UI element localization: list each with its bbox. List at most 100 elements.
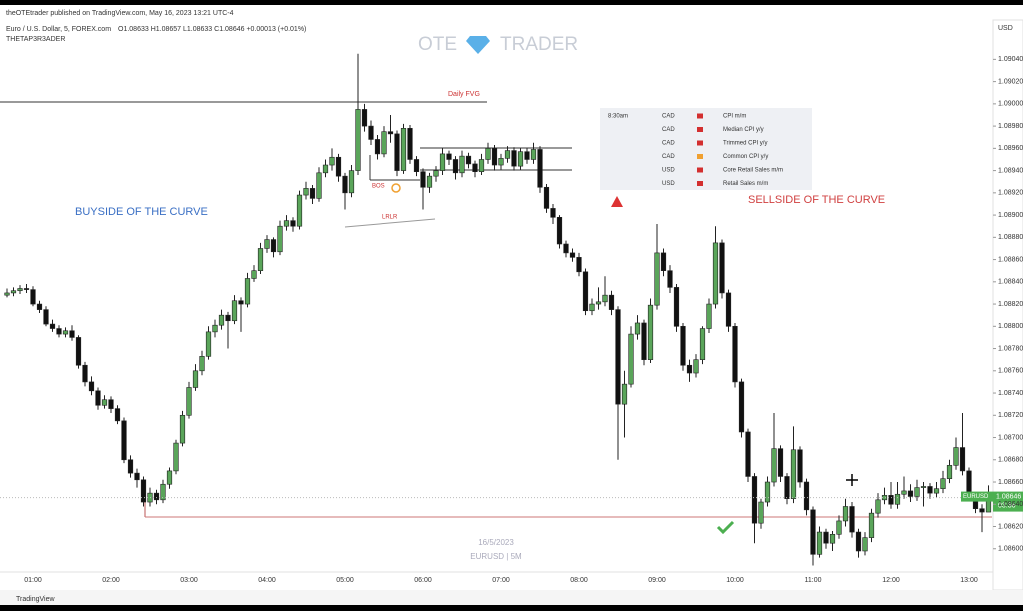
candle-body bbox=[433, 170, 439, 177]
candle-body bbox=[823, 531, 829, 544]
y-tick-label: 1.08700 bbox=[998, 434, 1023, 441]
bulb-icon bbox=[391, 183, 401, 193]
candle-body bbox=[504, 150, 511, 159]
candle-body bbox=[849, 506, 855, 533]
lrlr-line bbox=[344, 218, 436, 228]
candle-body bbox=[23, 288, 30, 290]
x-tick-label: 07:00 bbox=[492, 577, 510, 584]
candle-body bbox=[472, 163, 478, 173]
y-tick-label: 1.08780 bbox=[998, 345, 1023, 352]
calendar-currency: CAD bbox=[662, 154, 675, 160]
calendar: 8:30am CAD CPI m/m CAD Median CPI y/y CAD Trim… bbox=[608, 113, 783, 187]
calendar-currency: USD bbox=[662, 181, 675, 187]
candle-body bbox=[771, 448, 777, 483]
candle-body bbox=[667, 270, 673, 288]
candle-body bbox=[426, 175, 433, 188]
calendar-event: Trimmed CPI y/y bbox=[723, 141, 767, 147]
candle-body bbox=[498, 158, 504, 166]
calendar-event: Common CPI y/y bbox=[723, 154, 768, 160]
candle-body bbox=[30, 289, 36, 305]
candle-body bbox=[166, 470, 173, 485]
candle-body bbox=[621, 383, 628, 405]
x-tick-label: 10:00 bbox=[726, 577, 744, 584]
candle-body bbox=[36, 303, 43, 310]
candle-body bbox=[478, 159, 485, 173]
candle-body bbox=[368, 125, 374, 140]
price-label-group: EURUSD 1.08646 03:36 bbox=[961, 491, 1023, 512]
candle-body bbox=[641, 322, 647, 360]
candle-body bbox=[537, 149, 543, 188]
candle-body bbox=[530, 149, 537, 160]
price-label-symbol-box bbox=[961, 491, 993, 502]
y-tick-label: 1.08740 bbox=[998, 390, 1023, 397]
candle-body bbox=[634, 322, 641, 335]
calendar-impact bbox=[697, 127, 703, 132]
y-tick-label: 1.08840 bbox=[998, 279, 1023, 286]
ohlc-text: O1.08633 H1.08657 L1.08633 C1.08646 +0.0… bbox=[118, 26, 306, 33]
candle-body bbox=[56, 328, 62, 335]
candle-body bbox=[108, 399, 114, 409]
indicator: THETAP3R3ADER bbox=[6, 36, 65, 43]
candle-body bbox=[88, 381, 95, 392]
price-label-countdown: 03:36 bbox=[998, 502, 1016, 509]
candle-body bbox=[257, 248, 264, 271]
candle-body bbox=[95, 390, 101, 406]
candle-body bbox=[251, 270, 257, 279]
fvg-label: Daily FVG bbox=[448, 91, 480, 98]
candle-body bbox=[238, 300, 244, 305]
candle-body bbox=[914, 487, 920, 497]
y-tick-label: 1.08940 bbox=[998, 167, 1023, 174]
x-tick-label: 08:00 bbox=[570, 577, 588, 584]
candle-body bbox=[491, 148, 498, 166]
candle-body bbox=[361, 109, 368, 127]
candle-body bbox=[452, 159, 459, 174]
candle-body bbox=[777, 448, 784, 477]
x-tick-label: 02:00 bbox=[102, 577, 120, 584]
candle-body bbox=[439, 153, 446, 171]
candle-body bbox=[894, 493, 901, 505]
candle-body bbox=[563, 243, 569, 254]
x-tick-label: 05:00 bbox=[336, 577, 354, 584]
candle-body bbox=[316, 172, 322, 199]
candle-body bbox=[342, 175, 348, 194]
candle-body bbox=[797, 449, 803, 483]
candle-body bbox=[420, 171, 426, 188]
candle-body bbox=[218, 314, 225, 326]
calendar-impact bbox=[697, 113, 703, 119]
x-tick-label: 13:00 bbox=[960, 577, 978, 584]
watermark-date: 16/5/2023 bbox=[478, 538, 514, 547]
candle-body bbox=[400, 128, 407, 171]
candle-body bbox=[719, 242, 725, 294]
candle-body bbox=[231, 300, 238, 322]
calendar-event: Retail Sales m/m bbox=[723, 181, 768, 187]
publisher: theOTEtrader published on TradingView.co… bbox=[6, 10, 234, 17]
candle-body bbox=[927, 486, 933, 494]
candle-body bbox=[348, 170, 355, 194]
candle-body bbox=[699, 328, 706, 360]
candle-body bbox=[888, 495, 894, 505]
candle-body bbox=[160, 483, 166, 501]
candle-body bbox=[4, 292, 10, 296]
candle-body bbox=[933, 488, 940, 494]
calendar-event: Core Retail Sales m/m bbox=[723, 168, 783, 174]
candle-body bbox=[550, 208, 556, 218]
candle-body bbox=[920, 486, 927, 488]
x-tick-label: 03:00 bbox=[180, 577, 198, 584]
candle-body bbox=[745, 431, 751, 477]
candle-body bbox=[244, 278, 251, 305]
candle-body bbox=[10, 290, 17, 294]
sellside-label: SELLSIDE OF THE CURVE bbox=[748, 194, 885, 206]
candle-body bbox=[868, 512, 875, 538]
candle-body bbox=[959, 447, 966, 472]
bos-label: BOS bbox=[372, 184, 385, 190]
y-tick-label: 1.08820 bbox=[998, 301, 1023, 308]
candle-body bbox=[524, 151, 530, 160]
candle-body bbox=[556, 217, 563, 245]
x-tick-label: 01:00 bbox=[24, 577, 42, 584]
candle-body bbox=[979, 508, 985, 513]
y-tick-label: 1.08800 bbox=[998, 323, 1023, 330]
candle-body bbox=[277, 225, 283, 253]
y-tick-label: 1.08980 bbox=[998, 123, 1023, 130]
candle-body bbox=[940, 478, 946, 489]
